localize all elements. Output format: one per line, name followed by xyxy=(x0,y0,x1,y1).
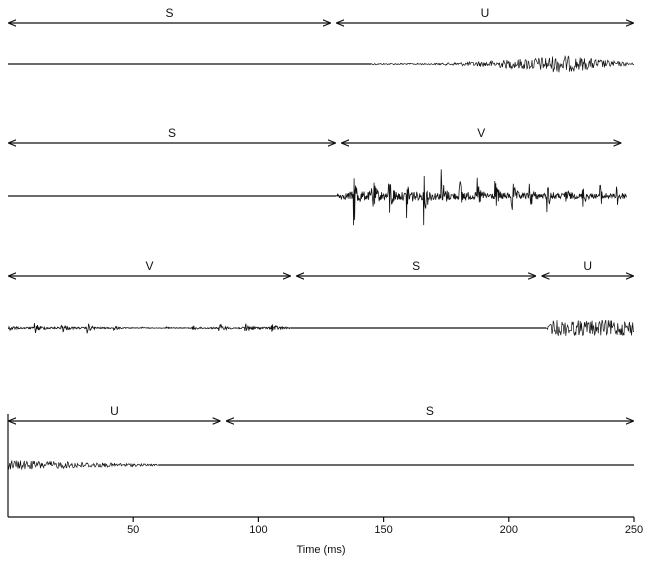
tick-label: 150 xyxy=(374,524,392,536)
unvoiced-noise-trace xyxy=(546,319,635,337)
voiced-pulse-trace xyxy=(335,169,627,226)
segment-label: S xyxy=(426,404,434,418)
time-axis: 50 100 150 200 250 Time (ms) xyxy=(7,414,643,556)
unvoiced-noise-trace xyxy=(7,460,159,471)
tick-label: 250 xyxy=(625,524,643,536)
segment-label: V xyxy=(477,126,485,140)
segment-label: S xyxy=(168,126,176,140)
segment-label: U xyxy=(110,404,119,418)
segment-label: S xyxy=(166,6,174,20)
tick-label: 100 xyxy=(249,524,267,536)
unvoiced-noise-trace xyxy=(370,55,635,73)
axis-ticks: 50 100 150 200 250 xyxy=(127,517,643,536)
segment-label: U xyxy=(481,6,490,20)
segment-label: S xyxy=(412,259,420,273)
segment-label: V xyxy=(145,259,153,273)
waveform-panels: S US VV S UU S xyxy=(7,6,635,471)
tick-label: 50 xyxy=(127,524,139,536)
tick-label: 200 xyxy=(500,524,518,536)
segment-label: U xyxy=(583,259,592,273)
x-axis-label: Time (ms) xyxy=(296,544,345,556)
voiced-pulse-trace xyxy=(7,323,292,334)
